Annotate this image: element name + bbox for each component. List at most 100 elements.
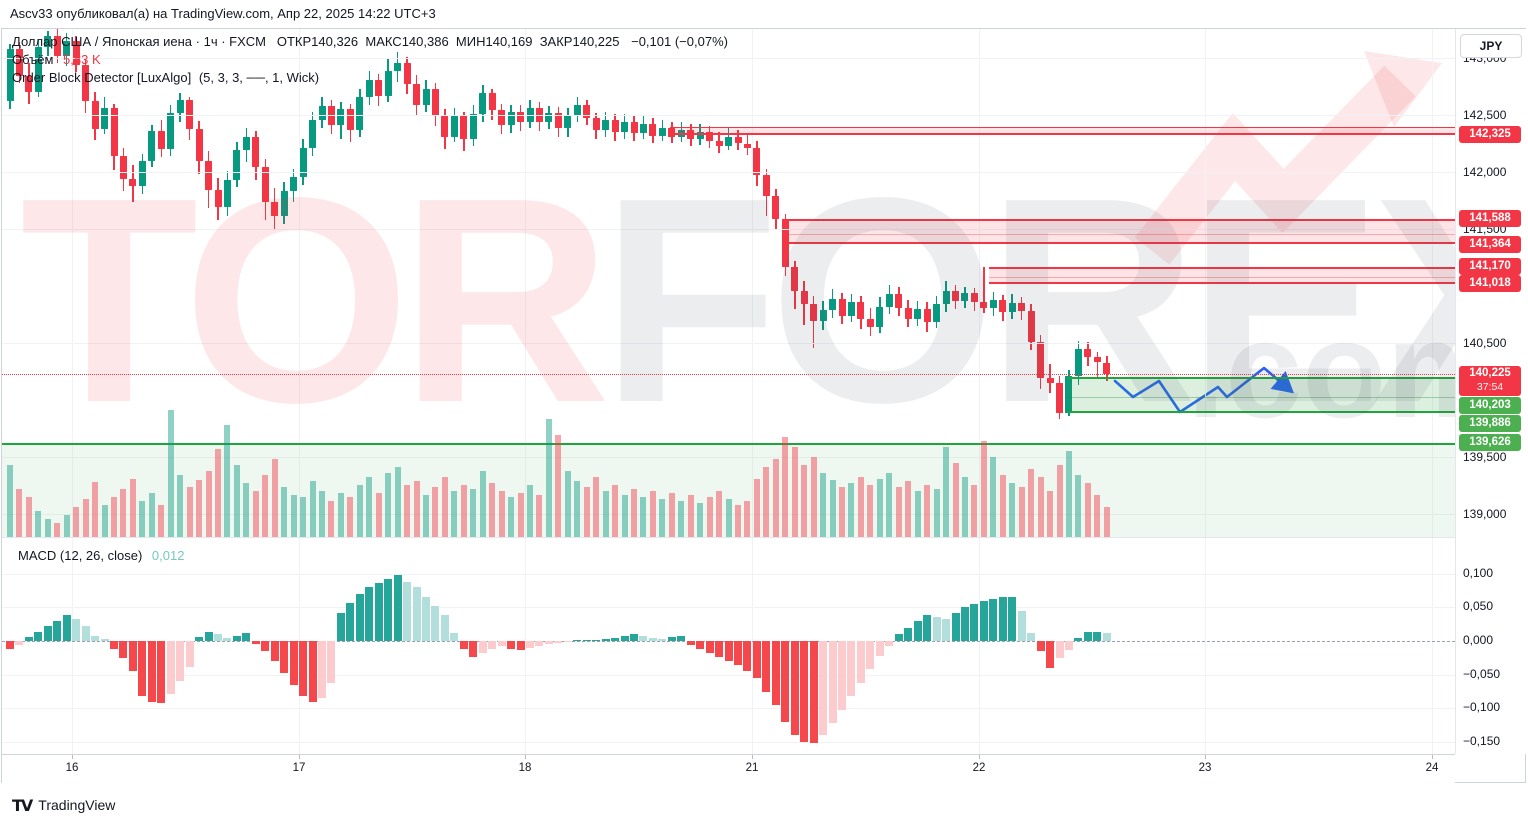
- macd-histogram-bar: [1046, 641, 1055, 668]
- time-label[interactable]: 22: [972, 762, 986, 774]
- volume-bar: [1075, 475, 1082, 537]
- grid-hline: [2, 742, 1455, 744]
- macd-histogram-bar: [516, 641, 525, 651]
- candle: [838, 298, 846, 316]
- volume-bar: [886, 473, 893, 537]
- macd-histogram-bar: [904, 627, 913, 641]
- macd-histogram-bar: [100, 638, 109, 641]
- macd-histogram-bar: [299, 641, 308, 697]
- volume-bar: [772, 459, 779, 537]
- macd-histogram-bar: [346, 603, 355, 641]
- time-label[interactable]: 21: [745, 762, 759, 774]
- price-pane[interactable]: TORFOREX .com Доллар США / Японская иена…: [2, 29, 1455, 537]
- candle: [271, 201, 279, 217]
- candle: [441, 116, 449, 137]
- candle: [498, 110, 506, 126]
- macd-histogram-bar: [261, 641, 270, 652]
- candle: [980, 301, 988, 308]
- grid-hline: [2, 514, 1455, 515]
- macd-histogram-bar: [809, 641, 818, 744]
- macd-histogram-bar: [648, 637, 657, 641]
- volume-bar: [924, 485, 931, 537]
- volume-bar: [839, 487, 846, 537]
- volume-bar: [101, 505, 108, 537]
- macd-histogram-bar: [1055, 641, 1064, 658]
- candle: [119, 156, 127, 179]
- volume-bar: [1037, 477, 1044, 537]
- volume-bar: [451, 491, 458, 537]
- time-label[interactable]: 23: [1198, 762, 1212, 774]
- volume-bar: [621, 495, 628, 537]
- candle: [431, 88, 439, 117]
- volume-bar: [186, 487, 193, 537]
- grid-vline: [1205, 538, 1206, 755]
- time-axis[interactable]: 16 17 18 21 22 23 24: [2, 754, 1455, 784]
- macd-histogram-bar: [53, 620, 62, 641]
- time-label[interactable]: 24: [1425, 762, 1439, 774]
- candle: [261, 167, 269, 202]
- time-label[interactable]: 18: [518, 762, 532, 774]
- candle: [1046, 378, 1054, 383]
- macd-histogram-bar: [110, 641, 118, 650]
- candle: [526, 108, 534, 122]
- macd-histogram-bar: [431, 605, 440, 641]
- current-price-line: [2, 374, 1455, 376]
- publish-info-text: Ascv33 опубликовал(а) на TradingView.com…: [10, 6, 436, 21]
- volume-bar: [697, 503, 704, 537]
- grid-hline: [2, 58, 1455, 59]
- macd-histogram-bar: [223, 638, 232, 641]
- candle: [564, 115, 572, 128]
- symbol-legend[interactable]: Доллар США / Японская иена · 1ч · FXCM О…: [12, 34, 728, 49]
- macd-histogram-bar: [932, 617, 941, 641]
- macd-histogram-bar: [24, 636, 33, 641]
- candle: [1018, 303, 1026, 312]
- macd-histogram-bar: [762, 641, 771, 692]
- price-tick-label: 140,500: [1463, 336, 1507, 350]
- ohlc-label: МИН: [448, 34, 486, 49]
- macd-histogram-bar: [923, 615, 932, 641]
- volume-bar: [668, 493, 675, 537]
- price-level-badge: 139,626: [1459, 434, 1521, 452]
- macd-histogram-bar: [176, 641, 185, 682]
- indicator-legend[interactable]: Order Block Detector [LuxAlgo] (5, 3, 3,…: [12, 70, 319, 85]
- candle: [725, 136, 733, 146]
- candle: [781, 218, 789, 267]
- candle: [318, 105, 326, 120]
- macd-histogram-bar: [970, 603, 979, 641]
- candle: [715, 141, 723, 146]
- time-label[interactable]: 16: [65, 762, 79, 774]
- tradingview-logo[interactable]: TV TradingView: [12, 796, 115, 815]
- macd-histogram-bar: [15, 641, 24, 646]
- volume-legend[interactable]: Объём 5,83 K: [12, 52, 101, 67]
- price-axis[interactable]: 143,000 142,500 142,000 141,500 140,500 139,5…: [1455, 29, 1527, 754]
- macd-histogram-bar: [365, 587, 374, 641]
- time-tick: [72, 755, 73, 759]
- volume-bar: [1065, 451, 1072, 537]
- time-label[interactable]: 17: [292, 762, 306, 774]
- volume-bar: [366, 477, 373, 537]
- macd-histogram-bar: [838, 641, 847, 710]
- candle: [469, 113, 477, 139]
- grid-hline: [2, 457, 1455, 458]
- footer-bar: TV TradingView: [0, 783, 1528, 827]
- macd-pane[interactable]: MACD (12, 26, close) 0,012: [2, 537, 1455, 755]
- macd-histogram-bar: [913, 620, 922, 641]
- macd-histogram-bar: [667, 636, 676, 641]
- volume-bar: [148, 493, 155, 537]
- volume-bar: [196, 480, 203, 537]
- candle: [658, 127, 666, 136]
- macd-histogram-bar: [544, 641, 553, 645]
- volume-bar: [177, 475, 184, 537]
- macd-histogram-bar: [724, 641, 733, 662]
- volume-bar: [356, 485, 363, 537]
- candle: [819, 309, 827, 322]
- macd-histogram-bar: [1008, 597, 1017, 641]
- order-block-bullish: [1067, 376, 1455, 413]
- macd-legend[interactable]: MACD (12, 26, close) 0,012: [18, 548, 184, 563]
- volume-bar: [224, 425, 231, 537]
- macd-histogram-bar: [157, 641, 166, 703]
- volume-bar: [290, 495, 297, 537]
- order-block-bearish: [989, 266, 1455, 284]
- currency-toggle-button[interactable]: JPY: [1460, 34, 1522, 58]
- publish-info-bar: Ascv33 опубликовал(а) на TradingView.com…: [0, 0, 1528, 28]
